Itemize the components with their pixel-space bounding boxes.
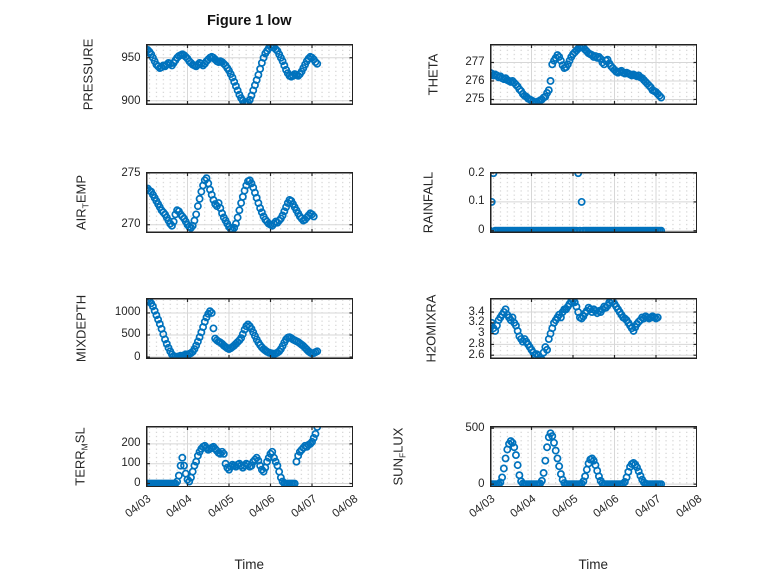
ylabel: TERRMSL [72,427,89,486]
ytick-label: 275 [465,93,485,106]
ylabel: THETA [425,53,440,96]
axes-h2omixra [489,297,697,359]
ytick-label: 2.8 [468,337,485,350]
ytick-label: 0 [478,224,485,237]
axes-theta [489,44,697,105]
subplot-terr-msl: 0 100 200 TERRMSL 04/03 04/04 04/05 04/06 04/07 0… [72,425,360,572]
xtick-label: 04/05 [205,493,236,521]
figure-title: Figure 1 low [206,13,292,29]
subplot-pressure: 900 950 PRESSURE [80,39,353,110]
scatter-points [145,173,318,233]
axes-sun_flux [489,425,697,487]
scatter-points [489,44,665,105]
ytick-label: 0 [134,477,141,490]
subplot-air-temp: 270 275 AIRTEMP [73,167,353,233]
xtick-label: 04/06 [247,493,278,521]
axes-air_temp [145,171,353,233]
ytick-label: 500 [465,421,485,434]
ytick-label: 0.1 [468,195,485,208]
scatter-points [489,171,665,233]
scatter-points [145,44,321,105]
xtick-label: 04/03 [122,493,153,521]
ytick-label: 2.6 [468,348,485,361]
xlabel-time: Time [578,557,609,572]
ytick-label: 0 [134,350,141,363]
axes-rainfall [489,171,697,233]
axes-pressure [145,44,353,105]
subplot-rainfall: 0 0.1 0.2 RAINFALL [420,167,697,236]
xtick-label: 04/05 [549,493,580,521]
ytick-label: 1000 [114,306,141,319]
ytick-label: 277 [465,56,485,69]
xtick-label: 04/08 [674,493,705,521]
ytick-label: 100 [121,457,141,470]
ytick-label: 276 [465,74,485,87]
ylabel: H2OMIXRA [423,294,438,362]
ytick-label: 950 [121,51,141,64]
xlabel-time: Time [234,557,265,572]
subplot-sun-flux: 0 500 SUNFLUX 04/03 04/04 04/05 04/06 04/07 04/0… [390,422,704,572]
ylabel: PRESSURE [80,38,95,111]
ytick-label: 900 [121,94,141,107]
scatter-points [145,297,321,359]
xtick-label: 04/06 [591,493,622,521]
xtick-label: 04/03 [466,493,497,521]
subplot-h2omixra: 2.6 2.8 3 3.2 3.4 H2OMIXRA [423,294,697,362]
ylabel: RAINFALL [420,171,435,233]
axes-mixdepth [145,297,353,359]
xtick-label: 04/04 [508,493,539,521]
scatter-points [489,297,662,359]
xtick-label: 04/07 [288,493,319,521]
ylabel: SUNFLUX [390,427,407,486]
xtick-label: 04/07 [632,493,663,521]
ytick-label: 500 [121,328,141,341]
ytick-label: 200 [121,437,141,450]
ytick-label: 0.2 [468,166,485,179]
ytick-label: 0 [478,477,485,490]
ylabel: MIXDEPTH [73,294,88,362]
ytick-label: 270 [121,218,141,231]
ytick-label: 3.4 [468,305,485,318]
xtick-label: 04/08 [330,493,361,521]
ytick-label: 3 [478,327,485,340]
axes-terr_msl [145,425,353,487]
ytick-label: 3.2 [468,316,485,329]
subplot-mixdepth: 0 500 1000 MIXDEPTH [73,294,353,363]
subplot-theta: 275 276 277 THETA [425,44,697,105]
xtick-label: 04/04 [164,493,195,521]
ytick-label: 275 [121,166,141,179]
ylabel: AIRTEMP [73,174,90,230]
